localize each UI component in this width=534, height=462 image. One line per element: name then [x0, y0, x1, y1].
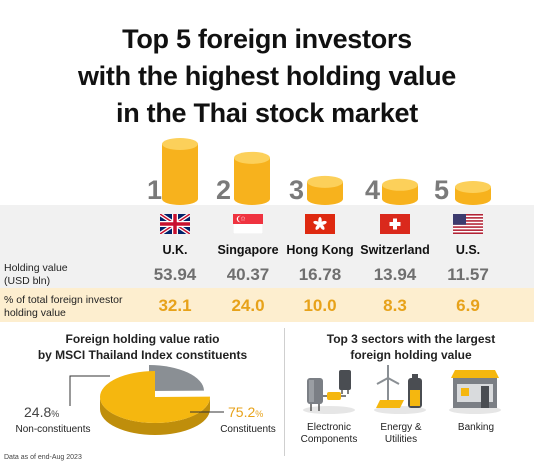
constituents-percent: 75.2% [228, 404, 263, 420]
coin-stack-singapore [234, 151, 270, 205]
rank-4: 4 [365, 175, 381, 205]
holding-value-row-label: Holding value (USD bln) [4, 262, 68, 288]
non-constituents-unit: % [51, 409, 60, 419]
rank-5: 5 [434, 175, 450, 205]
sector-label-electronic-line-1: Electronic [307, 422, 351, 433]
coin-stack-switzerland [382, 178, 418, 205]
rank-3: 3 [289, 175, 305, 205]
value-label-switzerland: 13.94 [373, 265, 417, 284]
sector-label-electronic: Electronic Components [293, 422, 365, 446]
sectors-title-line-1: Top 3 sectors with the largest [326, 332, 496, 346]
coin-stack-bars [162, 138, 491, 205]
sector-label-electronic-line-2: Components [300, 434, 358, 445]
percent-label-us: 6.9 [456, 296, 480, 315]
chart-title-line-1: Top 5 foreign investors [122, 24, 412, 54]
pie-title-line-1: Foreign holding value ratio [65, 332, 220, 346]
coin-stack-uk [162, 138, 198, 205]
percent-label-line-1: % of total foreign investor [4, 294, 123, 306]
non-constituents-percent: 24.8% [24, 404, 59, 420]
country-label-singapore: Singapore [217, 243, 279, 257]
pie-title: Foreign holding value ratio by MSCI Thai… [5, 331, 280, 363]
pie-title-line-2: by MSCI Thailand Index constituents [37, 348, 248, 362]
percent-label-singapore: 24.0 [231, 296, 265, 315]
percent-label-switzerland: 8.3 [383, 296, 407, 315]
rank-1: 1 [147, 175, 163, 205]
holding-value-label: Holding value [4, 262, 68, 274]
electronic-components-icon [303, 370, 355, 414]
percent-label-hong-kong: 10.0 [303, 296, 337, 315]
sectors-title-line-2: foreign holding value [350, 348, 472, 362]
switzerland-flag-icon [380, 214, 410, 234]
non-constituents-value: 24.8 [24, 404, 52, 420]
pie-slice-non-constituents [149, 365, 204, 391]
value-label-us: 11.57 [447, 265, 489, 284]
coin-stack-hong-kong [307, 175, 343, 205]
non-constituents-label: Non-constituents [15, 424, 91, 435]
singapore-flag-icon [233, 214, 263, 234]
energy-utilities-icon [374, 365, 426, 414]
sector-label-banking: Banking [440, 422, 512, 434]
country-label-hong-kong: Hong Kong [286, 243, 354, 257]
percent-label-uk: 32.1 [158, 296, 192, 315]
chart-title-line-2: with the highest holding value [77, 61, 456, 91]
holding-value-unit: (USD bln) [4, 275, 51, 287]
table-background [0, 205, 534, 288]
hong-kong-flag-icon [305, 214, 335, 234]
percent-row-background [0, 288, 534, 322]
pie-slice-constituents [99, 371, 210, 423]
value-label-hong-kong: 16.78 [298, 265, 342, 284]
sector-label-energy: Energy & Utilities [365, 422, 437, 446]
sector-label-banking-line-1: Banking [457, 422, 495, 433]
sector-label-energy-line-2: Utilities [384, 434, 418, 445]
country-label-us: U.S. [455, 243, 481, 257]
footnote: Data as of end-Aug 2023 [4, 454, 82, 461]
constituents-label: Constituents [220, 424, 276, 435]
value-label-singapore: 40.37 [226, 265, 270, 284]
non-constituents-leader-line [69, 375, 110, 406]
percent-label-line-2: holding value [4, 307, 66, 319]
constituents-value: 75.2 [228, 404, 256, 420]
rank-2: 2 [216, 175, 232, 205]
bank-icon [449, 370, 501, 414]
sector-label-energy-line-1: Energy & [380, 422, 422, 433]
country-label-uk: U.K. [162, 243, 188, 257]
us-flag-icon [453, 214, 483, 234]
section-divider [284, 328, 285, 456]
value-label-uk: 53.94 [153, 265, 197, 284]
uk-flag-icon [160, 214, 190, 234]
coin-stack-us [455, 181, 491, 205]
country-label-switzerland: Switzerland [360, 243, 430, 257]
percent-row-label: % of total foreign investor holding valu… [4, 294, 122, 320]
constituents-unit: % [255, 409, 264, 419]
chart-title-line-3: in the Thai stock market [116, 98, 418, 128]
pie-side-wall [100, 397, 210, 435]
sectors-title: Top 3 sectors with the largest foreign h… [288, 331, 534, 363]
